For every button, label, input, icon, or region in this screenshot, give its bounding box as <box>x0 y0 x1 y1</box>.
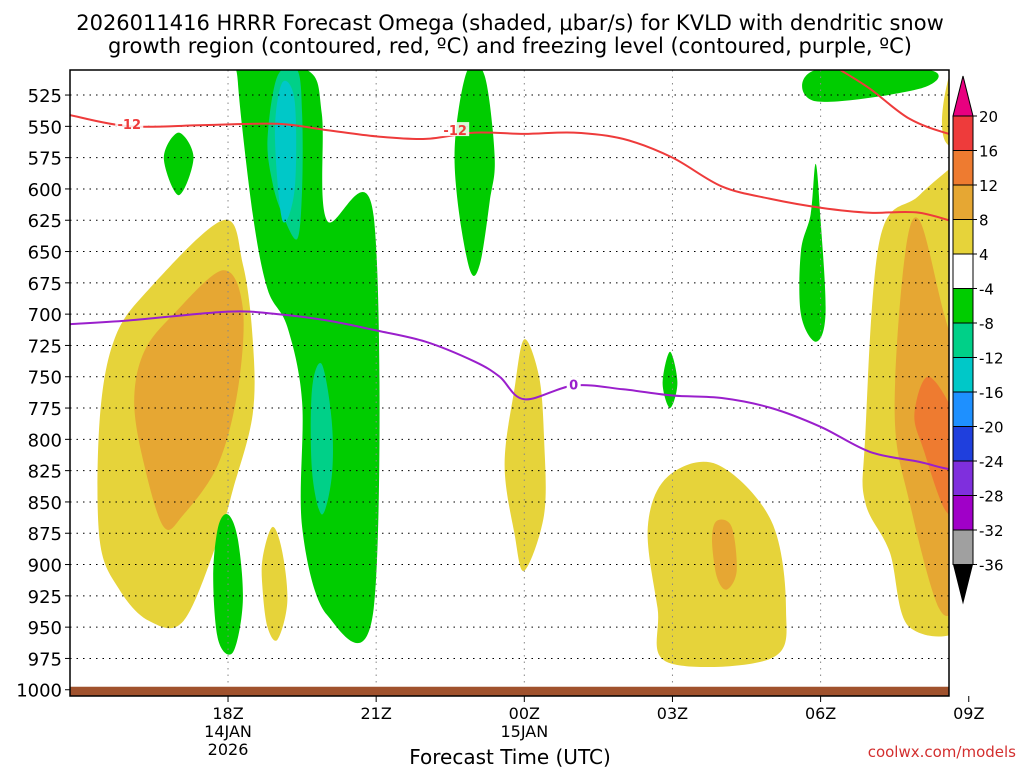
y-tick-label: 925 <box>28 587 62 608</box>
x-tick-label: 09Z <box>953 704 984 723</box>
colorbar-label: 20 <box>979 108 998 126</box>
y-tick-label: 550 <box>28 117 62 138</box>
y-tick-label: 725 <box>28 336 62 357</box>
colorbar-label: 8 <box>979 212 989 230</box>
colorbar-swatch <box>952 150 974 186</box>
x-tick-label: 03Z <box>657 704 688 723</box>
chart-title-line1: 2026011416 HRRR Forecast Omega (shaded, … <box>76 11 944 35</box>
omega-region--4 <box>454 70 495 276</box>
x-axis-label: Forecast Time (UTC) <box>409 745 611 768</box>
dgz-contour-label: -12 <box>118 118 142 133</box>
x-tick-label: 21Z <box>361 704 392 723</box>
x-tick-label: 18Z <box>212 704 243 723</box>
y-tick-label: 950 <box>28 618 62 639</box>
y-tick-label: 525 <box>28 86 62 107</box>
colorbar-swatch <box>952 322 974 358</box>
omega-region--4 <box>992 266 1019 692</box>
y-tick-label: 575 <box>28 149 62 170</box>
y-tick-label: 600 <box>28 180 62 201</box>
omega-region-12 <box>914 376 949 515</box>
colorbar-top-arrow <box>952 75 974 117</box>
omega-shading <box>97 70 1020 692</box>
freezing-label-bg <box>566 376 581 391</box>
y-tick-label: 750 <box>28 368 62 389</box>
colorbar-label: -12 <box>979 350 1004 368</box>
freezing-level-label: 0 <box>569 378 578 393</box>
y-tick-label: 800 <box>28 430 62 451</box>
colorbar-label: -16 <box>979 384 1004 402</box>
colorbar-swatch <box>952 253 974 289</box>
x-tick-label: 06Z <box>805 704 836 723</box>
colorbar-swatch <box>952 184 974 220</box>
terrain-ground <box>70 686 949 696</box>
y-tick-label: 850 <box>28 493 62 514</box>
dgz-contour-line <box>70 114 949 222</box>
colorbar-swatch <box>952 288 974 324</box>
x-tick-date-label: 15JAN <box>500 722 548 741</box>
omega-region--8 <box>1006 493 1020 646</box>
colorbar-legend: 20 16 12 8 4 -4 -8 -12 -16 -20 -24 -28 -32 -36 <box>952 75 1004 605</box>
omega-region--4 <box>802 70 939 102</box>
y-tick-label: 700 <box>28 305 62 326</box>
watermark-credit: coolwx.com/models <box>868 743 1016 761</box>
colorbar-label: 16 <box>979 143 998 161</box>
dgz-contour-label: -12 <box>443 124 467 139</box>
y-tick-label: 975 <box>28 649 62 670</box>
colorbar-swatch <box>952 460 974 496</box>
gridlines <box>70 70 949 696</box>
x-tick-date-label: 2026 <box>208 740 249 759</box>
y-tick-label: 675 <box>28 274 62 295</box>
chart-title-line2: growth region (contoured, red, ºC) and f… <box>108 34 912 58</box>
x-tick-date-label: 14JAN <box>204 722 252 741</box>
colorbar-swatch <box>952 391 974 427</box>
colorbar-swatch <box>952 495 974 531</box>
omega-region--12 <box>274 80 297 223</box>
omega-region-4 <box>261 526 288 641</box>
y-tick-label: 825 <box>28 462 62 483</box>
omega-region--4 <box>163 132 194 196</box>
y-tick-label: 900 <box>28 556 62 577</box>
y-tick-label: 625 <box>28 211 62 232</box>
omega-region--8 <box>310 363 333 515</box>
y-tick-label: 1000 <box>16 681 62 702</box>
dgz-label-bg <box>115 115 144 130</box>
colorbar-label: -4 <box>979 281 994 299</box>
colorbar-label: -20 <box>979 419 1004 437</box>
y-tick-label: 775 <box>28 399 62 420</box>
colorbar-label: -28 <box>979 488 1004 506</box>
y-tick-label: 875 <box>28 524 62 545</box>
dgz-label-bg <box>441 122 470 137</box>
plot-frame <box>69 69 950 697</box>
colorbar-label: -36 <box>979 557 1004 575</box>
x-tick-label: 00Z <box>509 704 540 723</box>
omega-region-8 <box>712 519 737 590</box>
colorbar-label: -24 <box>979 453 1004 471</box>
colorbar-swatch <box>952 115 974 151</box>
colorbar-swatch <box>952 357 974 393</box>
colorbar-swatch <box>952 529 974 565</box>
colorbar-label: 4 <box>979 246 989 264</box>
colorbar-label: -8 <box>979 315 994 333</box>
colorbar-swatch <box>952 426 974 462</box>
colorbar-bottom-arrow <box>953 564 973 605</box>
y-tick-label: 650 <box>28 243 62 264</box>
colorbar-label: -32 <box>979 522 1004 540</box>
y-axis-pressure-ticks: 525 550 575 600 625 650 675 700 725 750 775 800 825 8… <box>16 86 70 702</box>
contours: -12 -12 0 <box>70 70 949 471</box>
colorbar-label: 12 <box>979 177 998 195</box>
omega-region-8 <box>134 270 244 531</box>
freezing-level-line <box>70 310 949 471</box>
colorbar-swatch <box>952 219 974 255</box>
omega-region--4 <box>236 70 380 644</box>
dgz-contour-line <box>839 70 949 135</box>
